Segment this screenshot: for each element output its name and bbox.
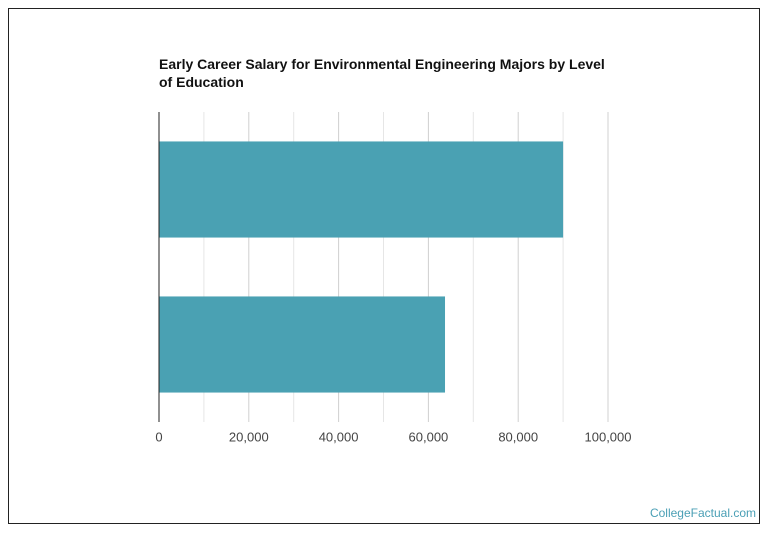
bar [159,141,564,238]
x-tick-label: 40,000 [319,429,359,444]
x-tick-label: 60,000 [409,429,449,444]
x-tick-label: 20,000 [229,429,269,444]
x-tick-label: 0 [155,429,162,444]
x-tick-label: 80,000 [498,429,538,444]
x-tick-label: 100,000 [585,429,632,444]
source: CollegeFactual.com [649,506,756,520]
bar [159,296,446,393]
frame [8,8,760,524]
chart-title: Early Career Salary for Environmental En… [159,56,605,90]
